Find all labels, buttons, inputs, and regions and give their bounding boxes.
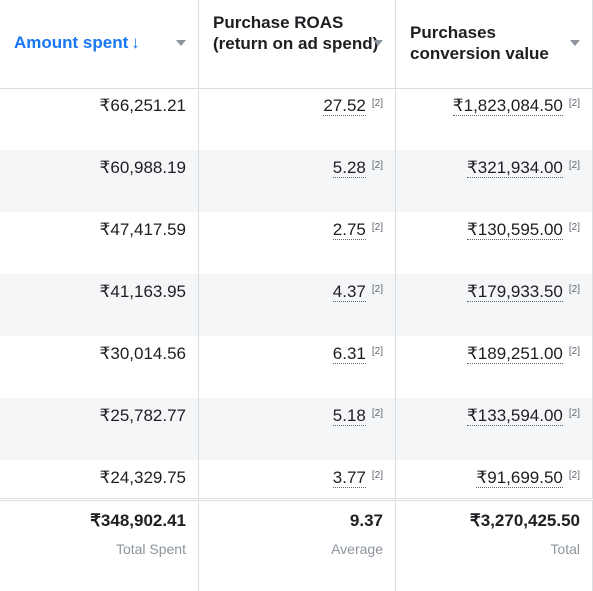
total-spent-label: Total Spent	[115, 541, 186, 557]
roas-value[interactable]: 5.18 [2]	[332, 406, 383, 426]
average-roas-label: Average	[331, 541, 383, 557]
value-footnote: [2]	[568, 98, 580, 109]
value-footnote: [2]	[568, 160, 580, 171]
roas-value[interactable]: 27.52 [2]	[323, 96, 383, 116]
roas-footnote: [2]	[371, 470, 383, 481]
column-menu-caret-icon[interactable]	[373, 40, 383, 46]
conversion-value[interactable]: ₹321,934.00 [2]	[466, 158, 580, 178]
column-header-conversion-value[interactable]: Purchases conversion value	[396, 0, 593, 88]
total-conversion-label: Total	[550, 541, 580, 557]
amount-spent-value: ₹24,329.75	[99, 468, 186, 487]
value-footnote: [2]	[568, 346, 580, 357]
total-conversion-value: ₹3,270,425.50	[469, 511, 580, 530]
table-row: ₹25,782.77 5.18 [2] ₹133,594.00 [2]	[0, 398, 593, 460]
amount-spent-value: ₹41,163.95	[99, 282, 186, 301]
amount-spent-value: ₹30,014.56	[99, 344, 186, 363]
conversion-value[interactable]: ₹91,699.50 [2]	[476, 468, 580, 488]
total-spent-value: ₹348,902.41	[90, 511, 186, 530]
roas-value[interactable]: 4.37 [2]	[332, 282, 383, 302]
totals-row: ₹348,902.41 Total Spent 9.37 Average ₹3,…	[0, 498, 593, 591]
column-label-conversion-value: Purchases conversion value	[410, 23, 549, 63]
column-menu-caret-icon[interactable]	[570, 40, 580, 46]
amount-spent-value: ₹47,417.59	[99, 220, 186, 239]
roas-footnote: [2]	[371, 98, 383, 109]
average-roas-value: 9.37	[349, 511, 383, 530]
table-header: Amount spent ↓ Purchase ROAS (return on a…	[0, 0, 593, 89]
column-header-amount-spent[interactable]: Amount spent ↓	[0, 0, 199, 88]
table-row: ₹66,251.21 27.52 [2] ₹1,823,084.50 [2]	[0, 88, 593, 150]
amount-spent-value: ₹60,988.19	[99, 158, 186, 177]
roas-value[interactable]: 3.77 [2]	[332, 468, 383, 488]
table-row: ₹24,329.75 3.77 [2] ₹91,699.50 [2]	[0, 460, 593, 498]
column-menu-caret-icon[interactable]	[176, 40, 186, 46]
roas-footnote: [2]	[371, 284, 383, 295]
value-footnote: [2]	[568, 222, 580, 233]
value-footnote: [2]	[568, 470, 580, 481]
column-label-purchase-roas: Purchase ROAS (return on ad spend)	[213, 13, 379, 53]
table-row: ₹30,014.56 6.31 [2] ₹189,251.00 [2]	[0, 336, 593, 398]
conversion-value[interactable]: ₹1,823,084.50 [2]	[452, 96, 580, 116]
roas-footnote: [2]	[371, 222, 383, 233]
conversion-value[interactable]: ₹189,251.00 [2]	[466, 344, 580, 364]
roas-footnote: [2]	[371, 160, 383, 171]
table-row: ₹47,417.59 2.75 [2] ₹130,595.00 [2]	[0, 212, 593, 274]
roas-footnote: [2]	[371, 408, 383, 419]
roas-value[interactable]: 5.28 [2]	[332, 158, 383, 178]
roas-value[interactable]: 2.75 [2]	[332, 220, 383, 240]
conversion-value[interactable]: ₹133,594.00 [2]	[466, 406, 580, 426]
column-header-purchase-roas[interactable]: Purchase ROAS (return on ad spend)	[199, 0, 396, 88]
column-label-amount-spent: Amount spent	[14, 33, 129, 52]
roas-footnote: [2]	[371, 346, 383, 357]
value-footnote: [2]	[568, 284, 580, 295]
table-row: ₹41,163.95 4.37 [2] ₹179,933.50 [2]	[0, 274, 593, 336]
conversion-value[interactable]: ₹179,933.50 [2]	[466, 282, 580, 302]
conversion-value[interactable]: ₹130,595.00 [2]	[466, 220, 580, 240]
roas-value[interactable]: 6.31 [2]	[332, 344, 383, 364]
amount-spent-value: ₹25,782.77	[99, 406, 186, 425]
sort-descending-icon: ↓	[131, 33, 140, 52]
table-row: ₹60,988.19 5.28 [2] ₹321,934.00 [2]	[0, 150, 593, 212]
value-footnote: [2]	[568, 408, 580, 419]
amount-spent-value: ₹66,251.21	[99, 96, 186, 115]
